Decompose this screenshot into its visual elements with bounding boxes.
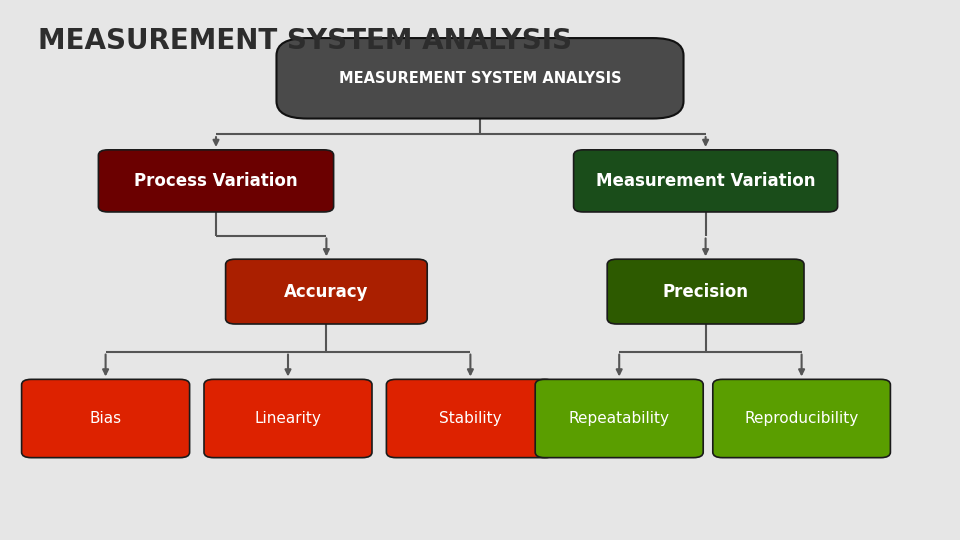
Text: Repeatability: Repeatability bbox=[568, 411, 670, 426]
FancyBboxPatch shape bbox=[573, 150, 837, 212]
Text: Accuracy: Accuracy bbox=[284, 282, 369, 301]
FancyBboxPatch shape bbox=[607, 259, 804, 324]
FancyBboxPatch shape bbox=[536, 379, 703, 458]
FancyBboxPatch shape bbox=[276, 38, 684, 119]
FancyBboxPatch shape bbox=[226, 259, 427, 324]
Text: Reproducibility: Reproducibility bbox=[744, 411, 859, 426]
Text: Process Variation: Process Variation bbox=[134, 172, 298, 190]
FancyBboxPatch shape bbox=[386, 379, 554, 458]
Text: Linearity: Linearity bbox=[254, 411, 322, 426]
Text: Bias: Bias bbox=[89, 411, 122, 426]
Text: Measurement Variation: Measurement Variation bbox=[596, 172, 815, 190]
FancyBboxPatch shape bbox=[204, 379, 372, 458]
Text: Stability: Stability bbox=[439, 411, 502, 426]
Text: MEASUREMENT SYSTEM ANALYSIS: MEASUREMENT SYSTEM ANALYSIS bbox=[339, 71, 621, 86]
Text: MEASUREMENT SYSTEM ANALYSIS: MEASUREMENT SYSTEM ANALYSIS bbox=[38, 27, 572, 55]
FancyBboxPatch shape bbox=[712, 379, 891, 458]
Text: Precision: Precision bbox=[662, 282, 749, 301]
FancyBboxPatch shape bbox=[21, 379, 189, 458]
FancyBboxPatch shape bbox=[99, 150, 334, 212]
